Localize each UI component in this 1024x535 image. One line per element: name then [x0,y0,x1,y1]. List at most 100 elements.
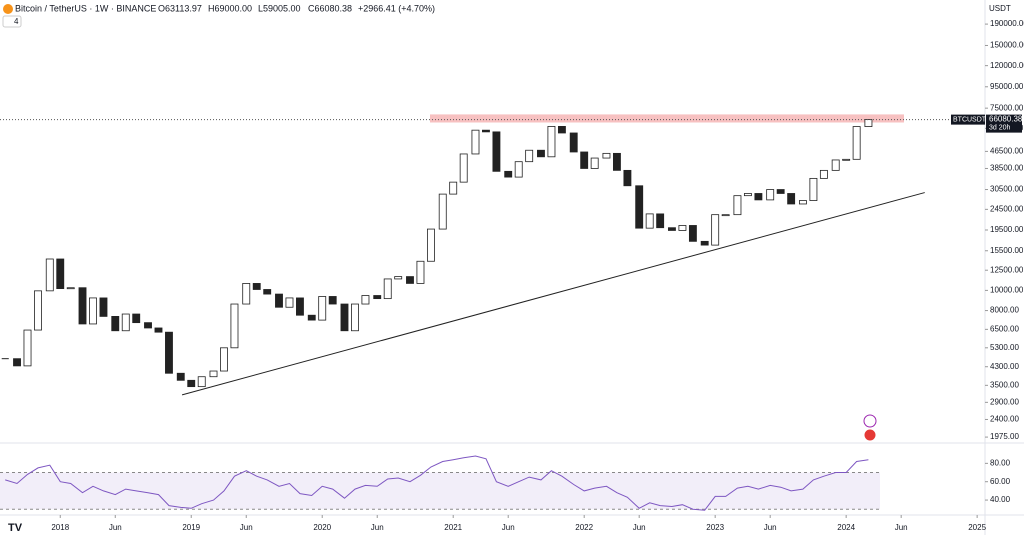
candle-body [449,181,458,195]
candle-body [144,322,152,329]
candle-body [504,170,513,178]
candle-body [700,240,709,246]
y-tick-label: 46500.00 [990,147,1024,156]
candle-body [809,177,818,201]
candle-body [187,379,196,388]
candle-body [78,287,87,325]
price-tag-price-box [986,114,1022,133]
x-tick-label: 2019 [182,523,200,532]
candle-body [635,185,644,229]
candle-body [56,258,65,289]
price-tag-countdown: 3d 20h [989,124,1011,131]
rsi-band [0,472,880,510]
candle-body [373,295,382,300]
candle-body [852,126,861,160]
candle-body [547,126,556,158]
candle-body [471,129,480,155]
candle-body [66,287,75,290]
candle-body [307,314,316,321]
candle-body [132,313,141,324]
candle-body [743,193,752,197]
candle-body [89,297,97,325]
candle-body [121,313,130,332]
candle-body [252,283,261,290]
x-tick-label: 2025 [968,523,986,532]
candle-body [612,152,621,171]
candle-body [111,316,120,332]
y-tick-label: 4300.00 [990,362,1019,371]
x-tick-label: 2021 [444,523,462,532]
event-icon[interactable] [863,428,877,442]
resistance-zone [430,114,904,123]
candle-body [645,213,654,229]
candle-body [678,225,687,231]
indicator-count[interactable]: 4 [14,17,19,26]
candle-body [394,276,403,280]
x-tick-label: Jun [895,523,908,532]
candle-body [711,214,720,246]
candle-body [406,276,414,284]
candle-body [351,303,359,332]
symbol-icon [3,4,13,14]
x-tick-label: Jun [371,523,384,532]
indicator-toggle[interactable] [2,15,22,28]
candle-body [220,347,228,372]
y-tick-label: 2900.00 [990,397,1019,406]
candle-body [819,169,828,179]
candle-body [525,149,534,163]
candle-body [557,126,566,134]
y-tick-label: 150000.00 [990,41,1024,50]
candle-body [383,278,392,300]
y-tick-label: 40.00 [990,495,1011,504]
price-tag-symbol: BTCUSDT [953,116,987,123]
candle-body [209,370,218,378]
candle-body [864,119,873,127]
candle-body [668,227,676,231]
candle-body [656,213,665,229]
x-tick-label: 2020 [313,523,331,532]
candle-body [427,228,435,262]
change-value: +2966.41 (+4.70%) [358,3,435,13]
x-tick-label: 2018 [51,523,69,532]
candle-body [361,295,370,305]
y-tick-label: 10000.00 [990,285,1024,294]
candle-body [13,358,21,367]
candle-body [537,149,545,158]
y-tick-label: 80.00 [990,458,1011,467]
candle-body [776,189,785,194]
candle-body [514,161,523,178]
candle-body [602,152,611,159]
x-tick-label: Jun [633,523,646,532]
event-icon[interactable] [863,414,877,428]
y-tick-label: 190000.00 [990,19,1024,28]
currency-label: USDT [989,4,1011,13]
candle-body [34,290,42,331]
candle-body [99,297,108,317]
candle-body [733,195,742,216]
y-tick-label: 3500.00 [990,380,1019,389]
candle-body [176,372,185,381]
candle-body [438,193,447,230]
candle-body [23,329,32,367]
low-value: L59005.00 [258,3,301,13]
candle-body [721,214,730,217]
candle-body [197,376,206,388]
candle-body [263,289,272,295]
y-tick-label: 75000.00 [990,103,1024,112]
y-tick-label: 6500.00 [990,324,1019,333]
candle-body [590,157,599,169]
x-tick-label: Jun [502,523,515,532]
logo: TV [8,522,23,534]
candle-body [242,283,251,305]
candle-body [328,296,337,305]
candle-body [492,131,501,172]
y-tick-label: 12500.00 [990,265,1024,274]
candle-body [569,132,578,153]
open-value: O63113.97 [158,3,202,13]
candle-body [754,193,763,201]
candle-body [154,327,163,333]
x-tick-label: 2024 [837,523,855,532]
y-tick-label: 120000.00 [990,61,1024,70]
